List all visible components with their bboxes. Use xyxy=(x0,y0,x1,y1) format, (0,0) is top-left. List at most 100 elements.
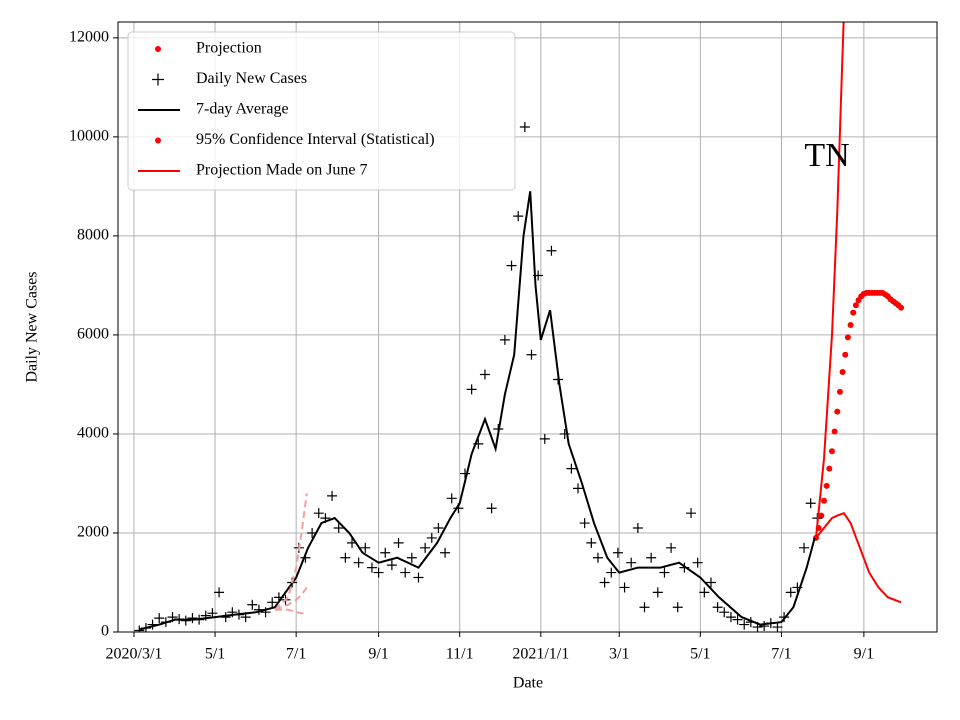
case-marker xyxy=(632,523,643,534)
case-marker xyxy=(426,532,437,543)
case-marker xyxy=(586,537,597,548)
ci-upper-line xyxy=(815,22,845,539)
projection-dot xyxy=(847,322,854,329)
case-marker xyxy=(606,567,617,578)
projection-dot xyxy=(831,428,838,435)
case-marker xyxy=(592,552,603,563)
case-marker xyxy=(612,547,623,558)
case-marker xyxy=(619,582,630,593)
projection-dot xyxy=(828,448,835,455)
case-marker xyxy=(692,557,703,568)
case-marker xyxy=(187,613,198,624)
case-marker xyxy=(805,498,816,509)
projection-dot xyxy=(839,369,846,376)
case-marker xyxy=(479,369,490,380)
case-marker xyxy=(406,552,417,563)
case-marker xyxy=(360,542,371,553)
june-projection-line xyxy=(274,493,308,611)
legend-label: Projection Made on June 7 xyxy=(196,162,368,179)
projection-dot xyxy=(844,334,851,341)
legend-marker xyxy=(155,137,161,144)
projection-dot xyxy=(820,497,827,504)
x-tick-label: 9/1 xyxy=(854,646,874,663)
case-marker xyxy=(154,613,165,624)
case-marker xyxy=(420,542,431,553)
x-tick-label: 5/1 xyxy=(690,646,710,663)
projection-dot xyxy=(852,302,859,309)
case-marker xyxy=(672,602,683,613)
legend-label: 95% Confidence Interval (Statistical) xyxy=(196,131,435,148)
case-marker xyxy=(646,552,657,563)
case-marker xyxy=(214,587,225,598)
case-marker xyxy=(719,607,730,618)
case-marker xyxy=(599,577,610,588)
case-marker xyxy=(393,537,404,548)
x-tick-label: 9/1 xyxy=(368,646,388,663)
case-marker xyxy=(526,349,537,360)
projection-dot xyxy=(842,351,849,358)
x-tick-label: 2020/3/1 xyxy=(106,646,163,663)
projection-dot xyxy=(818,512,825,519)
projection-dot xyxy=(834,408,841,415)
case-marker xyxy=(373,567,384,578)
case-marker xyxy=(659,567,670,578)
y-tick-label: 8000 xyxy=(77,227,109,244)
case-marker xyxy=(333,523,344,534)
case-marker xyxy=(539,433,550,444)
case-marker xyxy=(513,211,524,222)
case-marker xyxy=(353,557,364,568)
case-marker xyxy=(699,587,710,598)
case-marker xyxy=(433,523,444,534)
june-projection-line xyxy=(274,586,308,611)
case-marker xyxy=(267,597,278,608)
annotation: TN xyxy=(804,137,849,174)
case-marker xyxy=(686,508,697,519)
legend-label: 7-day Average xyxy=(196,101,289,118)
case-marker xyxy=(705,577,716,588)
average-line xyxy=(139,191,816,631)
case-marker xyxy=(566,463,577,474)
case-marker xyxy=(666,542,677,553)
case-marker xyxy=(366,562,377,573)
x-tick-label: 3/1 xyxy=(609,646,629,663)
june-projection-line xyxy=(274,608,308,616)
case-marker xyxy=(327,490,338,501)
case-marker xyxy=(626,557,637,568)
axes-frame xyxy=(117,21,938,633)
y-tick-label: 0 xyxy=(101,623,109,640)
legend-label: Daily New Cases xyxy=(196,70,307,87)
case-marker xyxy=(499,334,510,345)
y-axis-label: Daily New Cases xyxy=(24,271,41,382)
case-marker xyxy=(400,567,411,578)
case-marker xyxy=(725,612,736,623)
case-marker xyxy=(380,547,391,558)
case-marker xyxy=(440,547,451,558)
case-marker xyxy=(134,625,145,632)
case-marker xyxy=(386,560,397,571)
legend-marker xyxy=(155,46,161,52)
ci-lower-line xyxy=(815,511,902,604)
case-marker xyxy=(573,483,584,494)
case-marker xyxy=(466,384,477,395)
case-marker xyxy=(772,622,783,632)
y-tick-label: 6000 xyxy=(77,326,109,343)
case-marker xyxy=(759,621,770,632)
x-tick-label: 2021/1/1 xyxy=(512,646,569,663)
projection-dot xyxy=(898,304,905,311)
x-tick-label: 7/1 xyxy=(286,646,306,663)
case-marker xyxy=(779,612,790,623)
x-tick-label: 7/1 xyxy=(771,646,791,663)
projection-dot xyxy=(826,465,833,472)
x-axis-label: Date xyxy=(513,675,543,692)
x-tick-label: 5/1 xyxy=(205,646,225,663)
case-marker xyxy=(799,542,810,553)
case-marker xyxy=(506,260,517,271)
projection-dot xyxy=(836,388,843,395)
case-marker xyxy=(460,468,471,479)
case-marker xyxy=(639,602,650,613)
case-marker xyxy=(313,508,324,519)
projection-dot xyxy=(823,482,830,489)
case-marker xyxy=(652,587,663,598)
y-tick-label: 4000 xyxy=(77,425,109,442)
